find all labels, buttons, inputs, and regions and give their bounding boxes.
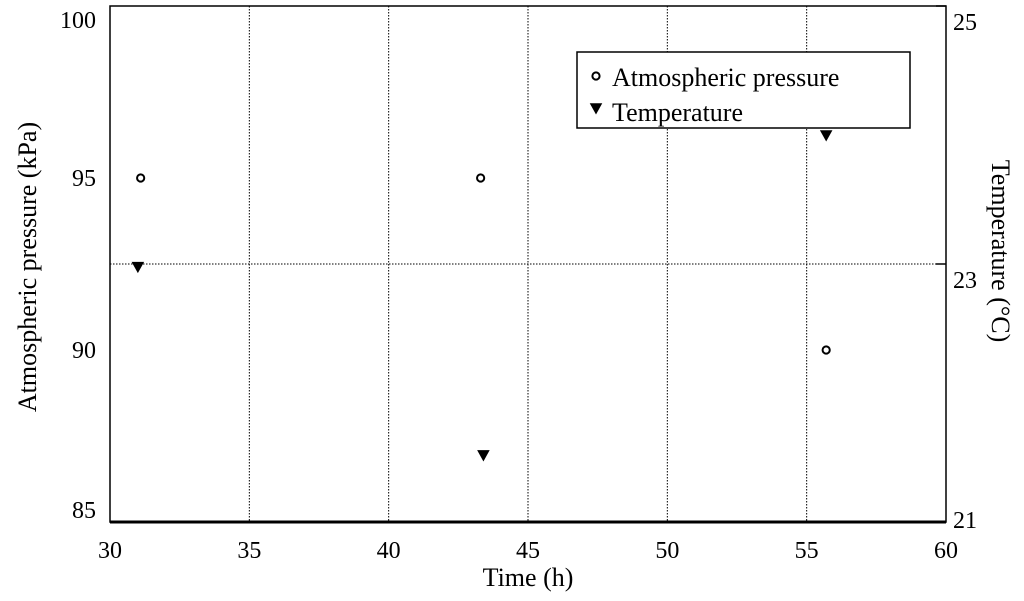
y-axis-left-title: Atmospheric pressure (kPa): [13, 122, 42, 412]
temperature-point: [131, 261, 145, 274]
x-tick-label: 35: [237, 538, 261, 564]
pressure-point: [476, 173, 486, 183]
x-tick-label: 30: [98, 538, 122, 564]
data-points: [131, 130, 833, 462]
y-right-tick-label: 25: [953, 10, 977, 36]
temperature-point: [819, 130, 833, 142]
x-tick-label: 40: [377, 538, 401, 564]
y-right-tick-label: 23: [953, 268, 977, 294]
y-left-tick-label: 100: [60, 8, 96, 34]
y-left-tick-label: 90: [72, 338, 96, 364]
y-axis-right-title: Temperature (°C): [986, 160, 1015, 343]
y-left-tick-label: 95: [72, 166, 96, 192]
x-tick-label: 60: [934, 538, 958, 564]
x-tick-label: 50: [655, 538, 679, 564]
pressure-point: [821, 345, 831, 355]
pressure-point: [136, 173, 146, 183]
x-tick-label: 45: [516, 538, 540, 564]
legend: Atmospheric pressure Temperature: [576, 51, 911, 129]
axis-ticks: 30 35 40 45 50 55 60 85 90 95 100 21 23 25: [60, 5, 977, 564]
temperature-point: [477, 450, 490, 462]
x-tick-label: 55: [795, 538, 819, 564]
x-axis-title: Time (h): [483, 563, 574, 592]
legend-box: [576, 51, 911, 129]
y-right-tick-label: 21: [953, 508, 977, 534]
y-left-tick-label: 85: [72, 498, 96, 524]
grid-lines: [110, 6, 946, 522]
legend-label-pressure: Atmospheric pressure: [612, 63, 839, 92]
legend-label-temperature: Temperature: [612, 98, 743, 127]
legend-marker-pressure: [591, 71, 601, 81]
legend-marker-temperature: [589, 103, 603, 115]
